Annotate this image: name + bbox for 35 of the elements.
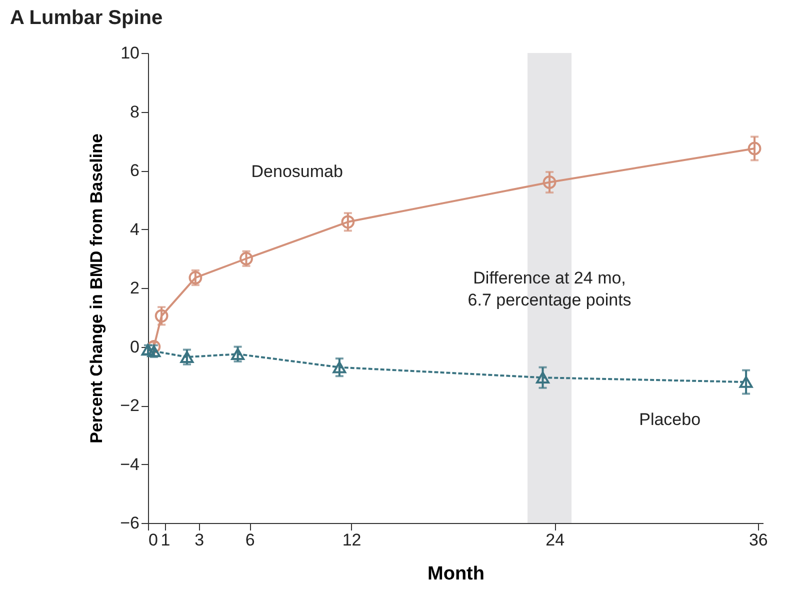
x-tick-label: 12 xyxy=(342,530,362,550)
x-tick-label: 0 xyxy=(148,530,158,550)
text: Denosumab xyxy=(251,162,343,181)
point xyxy=(240,252,253,266)
x-axis-title: Month xyxy=(428,564,484,584)
point xyxy=(147,345,161,358)
point xyxy=(542,176,556,189)
point xyxy=(231,348,244,360)
y-axis-title: Percent Change in BMD from Baseline xyxy=(87,134,106,444)
y-tick-label: 6 xyxy=(130,161,140,180)
x-tick-label: 36 xyxy=(748,530,768,550)
y-tick-label: −6 xyxy=(120,514,140,532)
point xyxy=(739,376,753,388)
x-tick-label: 24 xyxy=(546,530,565,550)
point xyxy=(341,215,355,229)
chart-title: A Lumbar Spine xyxy=(10,7,163,29)
x-tick-label: 3 xyxy=(194,530,204,550)
point xyxy=(141,344,155,356)
y-tick-label: 0 xyxy=(130,337,140,356)
y-tick-label: −4 xyxy=(120,454,140,474)
point xyxy=(332,361,346,374)
point xyxy=(748,142,762,156)
y-tick-label: 4 xyxy=(130,220,140,239)
y-tick-label: 2 xyxy=(130,278,140,298)
y-tick-label: 8 xyxy=(130,102,140,122)
point xyxy=(180,351,194,363)
y-tick-label: −2 xyxy=(120,396,140,415)
y-tick-label: 10 xyxy=(120,44,140,62)
point xyxy=(536,372,550,384)
series-label: Placebo xyxy=(639,410,701,430)
x-tick-label: 6 xyxy=(245,530,255,550)
band-label: Difference at 24 mo, 6.7 percentage points xyxy=(468,268,632,310)
x-tick-label: 1 xyxy=(160,530,170,550)
point xyxy=(188,271,202,284)
point xyxy=(154,309,168,323)
